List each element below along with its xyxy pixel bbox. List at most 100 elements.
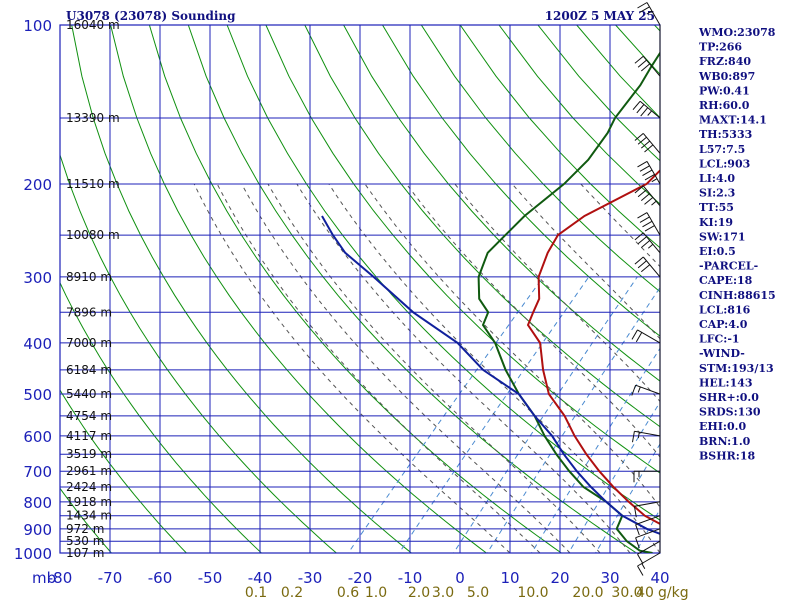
- pressure-axis-label: mb: [32, 569, 56, 587]
- mixing-ratio-label: 20.0: [572, 585, 603, 600]
- wind-barb: [633, 501, 661, 518]
- wind-barb: [637, 552, 661, 576]
- index-item: BSHR:18: [699, 449, 755, 462]
- mixing-ratio-label: 30.0: [611, 585, 642, 600]
- index-item: CINH:88615: [699, 289, 776, 302]
- moist-adiabat: [193, 183, 511, 553]
- index-item: -WIND-: [699, 347, 745, 360]
- x-tick-label: -50: [198, 569, 223, 587]
- height-label: 1918 m: [66, 495, 112, 509]
- mixing-ratio-label: 10.0: [517, 585, 548, 600]
- height-label: 530 m: [66, 534, 104, 548]
- index-item: TP:266: [699, 41, 742, 54]
- mixing-ratio-label: 0.2: [281, 585, 303, 600]
- index-item: FRZ:840: [699, 55, 751, 68]
- mixing-ratio-unit: g/kg: [658, 585, 689, 600]
- moist-adiabat: [241, 183, 571, 553]
- background-lines: [0, 25, 800, 564]
- index-item: LFC:-1: [699, 333, 740, 346]
- index-item: LCL:903: [699, 157, 750, 170]
- mixing-ratio-label: 40: [636, 585, 654, 600]
- wind-barb: [632, 100, 661, 119]
- index-item: EI:0.5: [699, 245, 736, 258]
- dry-adiabat: [60, 487, 113, 553]
- index-item: RH:60.0: [699, 99, 750, 112]
- wind-barb: [637, 212, 661, 236]
- mixing-ratio-label: 3.0: [432, 585, 454, 600]
- pressure-label: 1000: [14, 545, 52, 563]
- index-item: BRN:1.0: [699, 435, 751, 448]
- chart-title: U3078 (23078) Sounding: [66, 9, 236, 23]
- moist-adiabat: [364, 183, 660, 508]
- height-label: 2424 m: [66, 480, 112, 494]
- dry-adiabat: [71, 25, 413, 553]
- wind-barb: [637, 2, 661, 26]
- profile-line-0: [526, 169, 660, 525]
- x-tick-label: 0: [455, 569, 465, 587]
- index-item: SRDS:130: [699, 406, 761, 419]
- index-item: -PARCEL-: [699, 260, 758, 273]
- pressure-label: 800: [23, 494, 52, 512]
- dry-adiabat: [382, 25, 660, 337]
- mixing-ratio-line: [567, 401, 660, 553]
- index-item: CAPE:18: [699, 274, 753, 287]
- index-item: L57:7.5: [699, 143, 745, 156]
- wind-barb: [631, 329, 661, 344]
- mixing-ratio-line: [779, 277, 800, 564]
- index-item: WMO:23078: [698, 26, 776, 39]
- height-label: 5440 m: [66, 387, 112, 401]
- mixing-ratio-line: [347, 276, 544, 553]
- pressure-label: 600: [23, 428, 52, 446]
- pressure-label: 400: [23, 335, 52, 353]
- x-tick-label: -70: [98, 569, 123, 587]
- dry-adiabat: [343, 25, 660, 382]
- wind-barb: [635, 528, 661, 549]
- dry-adiabat: [187, 25, 638, 553]
- index-item: SHR+:0.0: [699, 391, 759, 404]
- index-item: SW:171: [699, 230, 746, 243]
- moist-adiabat: [328, 183, 660, 553]
- series-group: [321, 51, 660, 553]
- wind-barb: [634, 185, 661, 207]
- height-label: 3519 m: [66, 447, 112, 461]
- index-item: SI:2.3: [699, 187, 735, 200]
- wind-barb: [634, 55, 661, 77]
- dry-adiabat: [459, 25, 660, 249]
- index-item: TH:5333: [699, 128, 752, 141]
- wind-barb: [634, 256, 661, 278]
- mixing-ratio-line: [595, 443, 660, 553]
- index-item: CAP:4.0: [699, 318, 748, 331]
- grid: [59, 24, 661, 554]
- x-tick-label: -20: [348, 569, 373, 587]
- dry-adiabat: [110, 25, 488, 553]
- pressure-label: 100: [23, 17, 52, 35]
- wind-barb: [633, 470, 660, 483]
- x-tick-label: 40: [650, 569, 669, 587]
- height-label: 16040 m: [66, 18, 120, 32]
- wind-barb: [631, 384, 661, 396]
- moist-adiabat: [406, 183, 660, 458]
- height-label: 1434 m: [66, 509, 112, 523]
- dry-adiabat: [60, 389, 188, 553]
- index-item: EHI:0.0: [699, 420, 746, 433]
- dry-adiabat: [226, 25, 660, 521]
- height-label: 8910 m: [66, 270, 112, 284]
- chart-time: 1200Z 5 MAY 25: [545, 9, 655, 23]
- dry-adiabat: [0, 25, 45, 564]
- pressure-label: 700: [23, 463, 52, 481]
- pressure-label: 300: [23, 269, 52, 287]
- height-label: 7000 m: [66, 336, 112, 350]
- pressure-label: 500: [23, 386, 52, 404]
- index-item: MAXT:14.1: [699, 114, 767, 127]
- height-label: 2961 m: [66, 464, 112, 478]
- pressure-label: 200: [23, 176, 52, 194]
- height-label: 972 m: [66, 522, 104, 536]
- height-label: 107 m: [66, 546, 104, 560]
- height-label: 7896 m: [66, 305, 112, 319]
- wind-barbs: [631, 2, 661, 576]
- x-tick-label: -60: [148, 569, 173, 587]
- index-item: STM:193/13: [699, 362, 774, 375]
- dry-adiabat: [148, 25, 563, 553]
